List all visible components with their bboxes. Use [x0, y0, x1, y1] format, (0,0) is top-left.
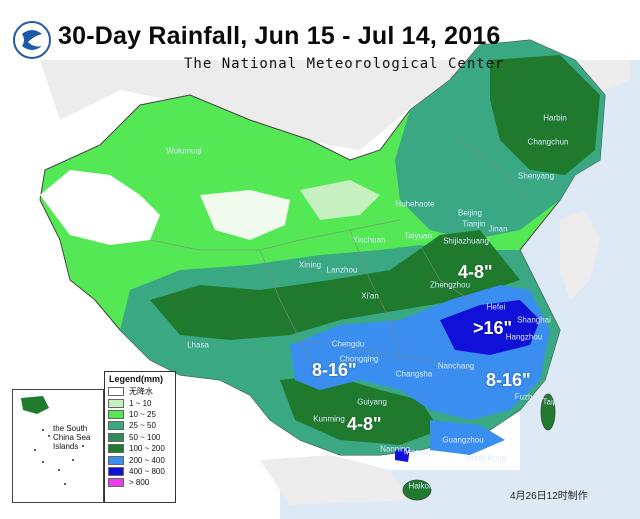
arid-central [200, 190, 290, 240]
city-label: Taiyuan [404, 231, 432, 241]
band-100-200-northeast [490, 55, 600, 175]
band-400-800-south [395, 448, 410, 462]
legend-label: 200 ~ 400 [129, 455, 165, 465]
rain-label-south: 4-8" [347, 414, 382, 434]
band-400-800 [440, 300, 540, 355]
city-label: Xining [298, 260, 322, 270]
rain-label-north: 4-8" [458, 262, 493, 282]
city-label: Fuzhou [514, 392, 542, 402]
city-label: Taipei [542, 397, 564, 407]
city-label: Chongqing [339, 354, 379, 364]
legend-swatch [108, 478, 124, 488]
city-label: Huhehaote [395, 199, 435, 209]
legend-swatch [108, 387, 124, 397]
city-label: Macao [403, 447, 429, 457]
city-label: Changsha [395, 369, 433, 379]
taiwan-island [540, 393, 556, 431]
inset-label: the South China Sea Islands [53, 424, 91, 451]
city-label: Harbin [543, 113, 567, 123]
city-label: Lanzhou [326, 265, 358, 275]
province-borders [149, 139, 531, 381]
city-label: Chengdu [331, 339, 365, 349]
city-label: Wulumuqi [166, 146, 202, 156]
legend-item: > 800 [105, 477, 175, 488]
legend-item: 10 ~ 25 [105, 409, 175, 420]
neighbor-north [40, 60, 630, 150]
hainan-island [402, 479, 432, 501]
city-label: Nanchang [437, 361, 475, 371]
city-label: Haikou [408, 481, 434, 491]
page-title: 30-Day Rainfall, Jun 15 - Jul 14, 2016 [58, 22, 501, 50]
band-100-200-central [150, 230, 520, 340]
legend-label: 400 ~ 800 [129, 466, 165, 476]
legend-label: 1 ~ 10 [129, 398, 152, 408]
rain-label-southwest: 8-16" [312, 360, 357, 380]
city-label: Shanghai [517, 315, 551, 325]
legend-label: 无降水 [129, 387, 153, 397]
legend-title: Legend(mm) [109, 374, 163, 384]
city-label: Tianjin [462, 219, 486, 229]
city-label: Lhasa [187, 340, 209, 350]
legend-item: 100 ~ 200 [105, 443, 175, 454]
nmc-logo-icon [13, 21, 51, 59]
city-label: Guiyang [357, 397, 387, 407]
city-label: Shijiazhuang [443, 236, 489, 246]
production-stamp: 4月26日12时制作 [510, 491, 588, 502]
page-subtitle: The National Meteorological Center [184, 56, 505, 72]
rain-label-east-max: >16" [473, 318, 513, 338]
city-label: Jinan [488, 224, 508, 234]
city-label: Zhengzhou [429, 280, 471, 290]
legend-items: 无降水 1 ~ 10 10 ~ 25 25 ~ 50 50 ~ 100 100 ~ 200… [105, 386, 175, 489]
legend-swatch [108, 444, 124, 454]
legend-item: 无降水 [105, 386, 175, 397]
inset-map [21, 396, 84, 485]
legend-item: 50 ~ 100 [105, 432, 175, 443]
legend-label: 10 ~ 25 [129, 409, 156, 419]
city-label: Beijing [457, 208, 483, 218]
neighbor-korea [560, 210, 600, 300]
arid-west [40, 170, 160, 245]
legend-swatch [108, 409, 124, 419]
city-label: Changchun [527, 137, 569, 147]
city-label: Yinchuan [352, 235, 386, 245]
legend-label: > 800 [129, 478, 150, 488]
south-china-sea-inset: the South China Sea Islands [12, 389, 104, 503]
neighbor-south [260, 455, 410, 505]
legend: Legend(mm) 无降水 1 ~ 10 10 ~ 25 25 ~ 50 50 ~ 1… [104, 371, 176, 503]
city-label: Nanning [380, 444, 410, 454]
band-200-400-south [430, 420, 505, 455]
legend-label: 100 ~ 200 [129, 444, 165, 454]
legend-swatch [108, 421, 124, 431]
legend-swatch [108, 398, 124, 408]
band-100-200-south [280, 375, 440, 445]
city-label: Hong Kong [465, 453, 507, 463]
city-label: Hangzhou [505, 332, 543, 342]
legend-label: 50 ~ 100 [129, 432, 161, 442]
legend-swatch [108, 432, 124, 442]
legend-item: 200 ~ 400 [105, 454, 175, 465]
legend-label: 25 ~ 50 [129, 421, 156, 431]
legend-item: 400 ~ 800 [105, 466, 175, 477]
city-label: Xi'an [361, 291, 379, 301]
city-label: Guangzhou [442, 435, 484, 445]
rain-label-southeast: 8-16" [486, 370, 531, 390]
legend-swatch [108, 466, 124, 476]
city-label: Hefei [486, 302, 506, 312]
legend-item: 1 ~ 10 [105, 397, 175, 408]
city-label: Shenyang [517, 171, 555, 181]
arid-north [300, 180, 380, 220]
legend-item: 25 ~ 50 [105, 420, 175, 431]
legend-swatch [108, 455, 124, 465]
city-label: Kunming [313, 414, 345, 424]
